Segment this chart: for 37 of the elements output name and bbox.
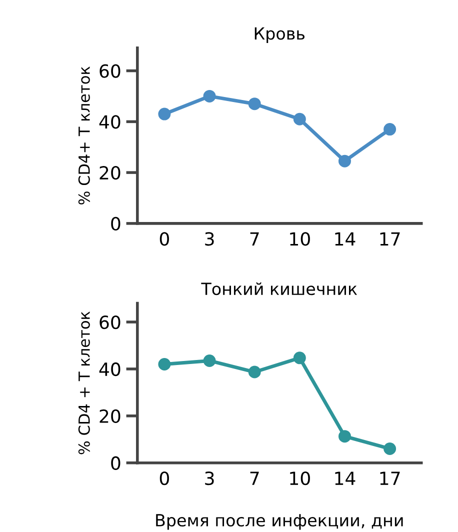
x-tick-label: 3 — [205, 471, 214, 486]
x-tick-label: 0 — [160, 471, 169, 486]
point — [338, 154, 351, 168]
y-tick-label: 0 — [111, 456, 120, 470]
x-tick-label: 0 — [160, 232, 169, 246]
point — [203, 90, 216, 102]
chart-title: Тонкий кишечник — [201, 282, 357, 296]
point — [338, 430, 351, 443]
y-tick-label: 20 — [100, 166, 120, 180]
x-tick-label: 7 — [250, 472, 259, 485]
point — [248, 366, 261, 378]
y-tick-label: 60 — [100, 315, 120, 330]
x-axis-title: Время после инфекции, дни — [156, 514, 403, 530]
x-tick-label: 10 — [290, 232, 310, 246]
point — [384, 123, 396, 136]
x-tick-label: 17 — [380, 232, 400, 246]
x-tick-label: 7 — [250, 232, 259, 246]
y-tick-label: 60 — [100, 64, 120, 78]
y-tick-label: 20 — [100, 409, 120, 424]
x-tick-label: 3 — [205, 232, 214, 246]
chart-title: Кровь — [254, 27, 305, 44]
x-tick-label: 10 — [290, 471, 310, 486]
point — [248, 98, 261, 110]
y-tick-label: 40 — [99, 362, 120, 376]
point — [293, 112, 306, 126]
point — [158, 358, 171, 371]
x-tick-label: 17 — [380, 472, 400, 485]
point — [384, 442, 396, 456]
point — [158, 108, 171, 120]
point — [293, 352, 306, 364]
y-axis-title: % CD4+ T клеток — [78, 66, 90, 204]
y-axis-title: % CD4 + T клеток — [78, 312, 90, 454]
x-tick-label: 14 — [335, 472, 356, 485]
y-tick-label: 40 — [99, 115, 120, 129]
point — [203, 354, 216, 367]
x-tick-label: 14 — [335, 232, 356, 246]
y-tick-label: 0 — [111, 216, 120, 231]
